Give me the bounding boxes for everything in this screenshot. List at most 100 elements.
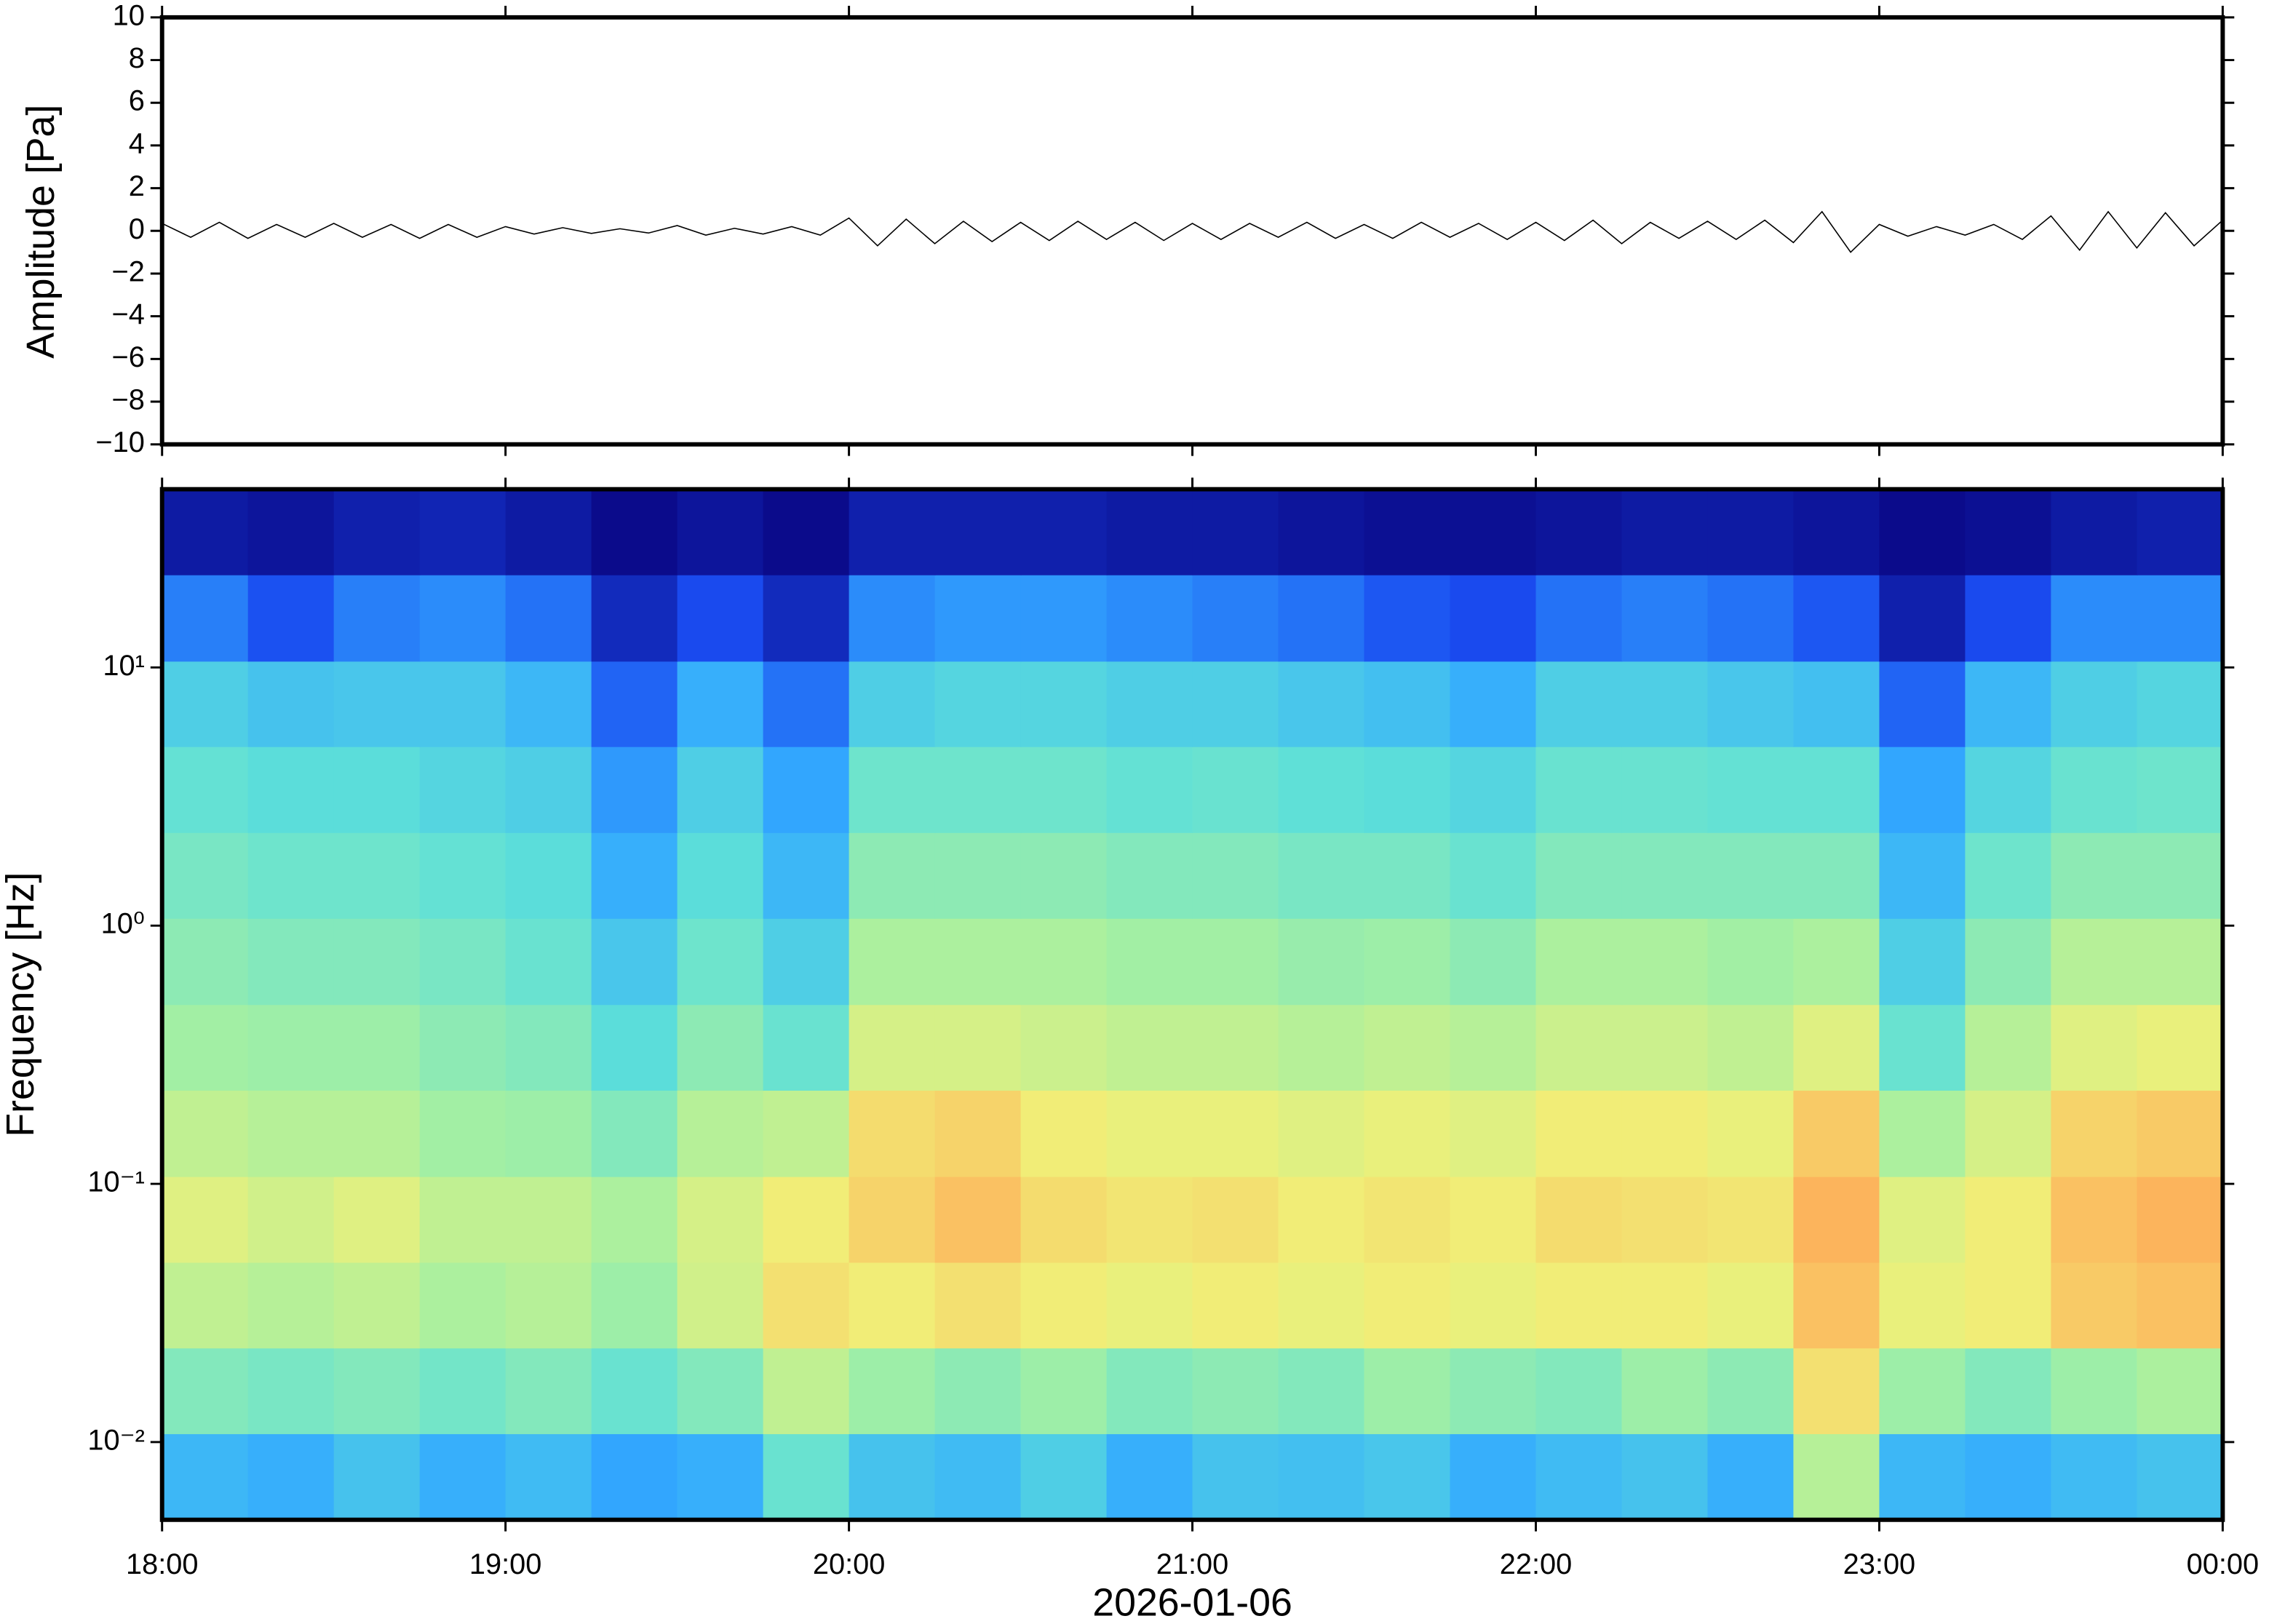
spectrogram-cell — [2051, 1348, 2138, 1435]
spectrogram-cell — [1020, 746, 1108, 833]
spectrogram-cell — [1450, 1262, 1537, 1349]
spectrogram-cell — [934, 1262, 1022, 1349]
spectrogram-cell — [1106, 918, 1193, 1006]
spectrogram-cell — [1879, 1348, 1966, 1435]
spectrogram-cell — [1879, 574, 1966, 662]
x-axis-label: 2026-01-06 — [1092, 1580, 1292, 1624]
spectrogram-cell — [1278, 746, 1365, 833]
spectrogram-cell — [1192, 1348, 1279, 1435]
spectrogram-cell — [1535, 1090, 1623, 1177]
spectrogram-cell — [2137, 1433, 2224, 1521]
spectrogram-cell — [419, 1004, 506, 1091]
spectrogram-cell — [849, 574, 936, 662]
spectrogram-cell — [333, 918, 421, 1006]
spectrogram-cell — [1364, 1262, 1451, 1349]
spectrogram-cell — [247, 574, 335, 662]
spectrogram-cell — [247, 1004, 335, 1091]
spectrogram-cell — [1106, 832, 1193, 919]
spectrogram-cell — [1450, 1176, 1537, 1263]
spectrogram-cell — [247, 1348, 335, 1435]
spectrogram-cell — [505, 661, 592, 747]
spectrogram-cell — [1621, 1004, 1709, 1091]
x-tick-label: 20:00 — [813, 1548, 885, 1580]
spectrogram-cell — [1020, 1090, 1108, 1177]
spectrogram-cell — [1707, 1348, 1795, 1435]
spectrogram-cell — [1535, 746, 1623, 833]
spectrogram-cell — [2051, 1004, 2138, 1091]
spectrogram-cell — [1364, 489, 1451, 576]
spectrogram-cell — [419, 832, 506, 919]
spectrogram-cell — [419, 1348, 506, 1435]
spectrogram-cell — [1020, 832, 1108, 919]
waveform — [162, 210, 2223, 253]
spectrogram-cell — [1450, 1090, 1537, 1177]
spectrogram-cell — [2137, 918, 2224, 1006]
spectrogram-cell — [1621, 1433, 1709, 1521]
spectrogram-cell — [1793, 746, 1880, 833]
spectrogram-cell — [1793, 1348, 1880, 1435]
spectrogram-cell — [1879, 489, 1966, 576]
spectrogram-cell — [677, 1176, 764, 1263]
spectrogram-cell — [1707, 1176, 1795, 1263]
spectrogram-cell — [247, 1433, 335, 1521]
spectrogram-cell — [1793, 918, 1880, 1006]
spectrogram-cell — [1278, 1348, 1365, 1435]
spectrogram-cell — [849, 1090, 936, 1177]
spectrogram-cell — [1106, 1090, 1193, 1177]
spectrogram-cell — [849, 1433, 936, 1521]
spectrogram-cell — [1965, 1004, 2052, 1091]
spectrogram-cell — [2137, 1004, 2224, 1091]
spectrogram-cell — [1621, 1262, 1709, 1349]
spectrogram-cell — [1106, 1176, 1193, 1263]
spectrogram-cell — [162, 918, 249, 1006]
spectrogram-cell — [2051, 918, 2138, 1006]
spectrogram-cell — [1020, 918, 1108, 1006]
spectrogram-cell — [419, 918, 506, 1006]
spectrogram-cell — [247, 1090, 335, 1177]
spectrogram-cell — [1020, 1433, 1108, 1521]
spectrogram-cell — [419, 574, 506, 662]
spectrogram-cell — [1879, 661, 1966, 747]
spectrogram-cell — [591, 918, 678, 1006]
spectrogram-cell — [1450, 489, 1537, 576]
y-tick-label: −8 — [112, 384, 145, 416]
spectrogram-cell — [1192, 661, 1279, 747]
spectrogram-cell — [1621, 489, 1709, 576]
spectrogram-cell — [1020, 574, 1108, 662]
spectrogram-cell — [247, 918, 335, 1006]
spectrogram-cell — [1879, 1004, 1966, 1091]
spectrogram-cell — [1278, 574, 1365, 662]
spectrogram-cell — [1278, 1090, 1365, 1177]
spectrogram-cell — [1192, 918, 1279, 1006]
spectrogram-cell — [247, 661, 335, 747]
spectrogram-cell — [505, 1262, 592, 1349]
spectrogram-cell — [1707, 489, 1795, 576]
plot-frame — [159, 15, 2225, 447]
spectrogram-cell — [2051, 661, 2138, 747]
spectrogram-cell — [1106, 574, 1193, 662]
spectrogram-cell — [1879, 918, 1966, 1006]
spectrogram-cell — [1707, 832, 1795, 919]
spectrogram-cell — [1965, 661, 2052, 747]
spectrogram-cell — [934, 1004, 1022, 1091]
spectrogram-cell — [763, 1176, 850, 1263]
spectrogram-cell — [2137, 489, 2224, 576]
spectrogram-cell — [1364, 746, 1451, 833]
spectrogram-cell — [677, 661, 764, 747]
spectrogram-cell — [1621, 661, 1709, 747]
spectrogram-cell — [1621, 746, 1709, 833]
spectrogram-cell — [1278, 1262, 1365, 1349]
spectrogram-cell — [333, 1348, 421, 1435]
spectrogram-cell — [1879, 1176, 1966, 1263]
spectrogram-cell — [763, 746, 850, 833]
y-tick-label: 2 — [129, 170, 145, 202]
spectrogram-cell — [1793, 1090, 1880, 1177]
spectrogram-cell — [591, 746, 678, 833]
spectrogram-cell — [1106, 661, 1193, 747]
spectrogram-cell — [333, 489, 421, 576]
spectrogram-cell — [1364, 1348, 1451, 1435]
spectrogram-cell — [849, 746, 936, 833]
spectrogram — [162, 489, 2224, 1521]
spectrogram-cell — [1192, 832, 1279, 919]
spectrogram-cell — [1707, 574, 1795, 662]
